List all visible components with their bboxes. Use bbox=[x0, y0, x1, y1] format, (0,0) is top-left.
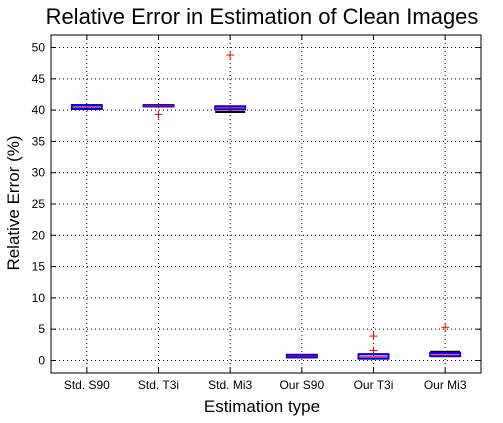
tick-layer: 0 5 10 15 20 25 30 35 40 45 50 Std. S90 Std. T3i Std.… bbox=[32, 35, 481, 392]
y-tick-label: 10 bbox=[32, 291, 46, 305]
outlier-marker bbox=[441, 323, 450, 332]
y-axis-label: Relative Error (%) bbox=[4, 135, 23, 270]
box-layer bbox=[70, 51, 462, 360]
x-tick-label: Our S90 bbox=[279, 378, 324, 392]
x-tick-label: Std. T3i bbox=[138, 378, 179, 392]
y-tick-label: 45 bbox=[32, 72, 46, 86]
x-tick-label: Std. Mi3 bbox=[208, 378, 252, 392]
outlier-marker bbox=[226, 51, 235, 60]
y-tick-label: 15 bbox=[32, 260, 46, 274]
y-tick-label: 0 bbox=[38, 353, 45, 367]
outlier-marker bbox=[154, 110, 163, 119]
y-tick-label: 40 bbox=[32, 103, 46, 117]
y-tick-label: 50 bbox=[32, 41, 46, 55]
y-tick-label: 5 bbox=[38, 322, 45, 336]
plot-frame bbox=[50, 34, 482, 374]
grid-layer bbox=[51, 35, 481, 373]
chart-title: Relative Error in Estimation of Clean Im… bbox=[46, 4, 479, 29]
outlier-marker bbox=[369, 346, 378, 355]
y-tick-label: 20 bbox=[32, 228, 46, 242]
box-group bbox=[214, 51, 247, 113]
x-axis-label: Estimation type bbox=[204, 397, 320, 416]
y-tick-label: 30 bbox=[32, 166, 46, 180]
box-group bbox=[429, 323, 462, 358]
box-group bbox=[357, 332, 390, 360]
x-tick-label: Our T3i bbox=[354, 378, 394, 392]
y-tick-label: 25 bbox=[32, 197, 46, 211]
x-tick-label: Our Mi3 bbox=[424, 378, 467, 392]
box-group bbox=[285, 353, 318, 359]
box-group bbox=[70, 104, 103, 110]
box-group bbox=[142, 104, 175, 119]
x-tick-label: Std. S90 bbox=[64, 378, 110, 392]
outlier-marker bbox=[369, 332, 378, 341]
y-tick-label: 35 bbox=[32, 134, 46, 148]
